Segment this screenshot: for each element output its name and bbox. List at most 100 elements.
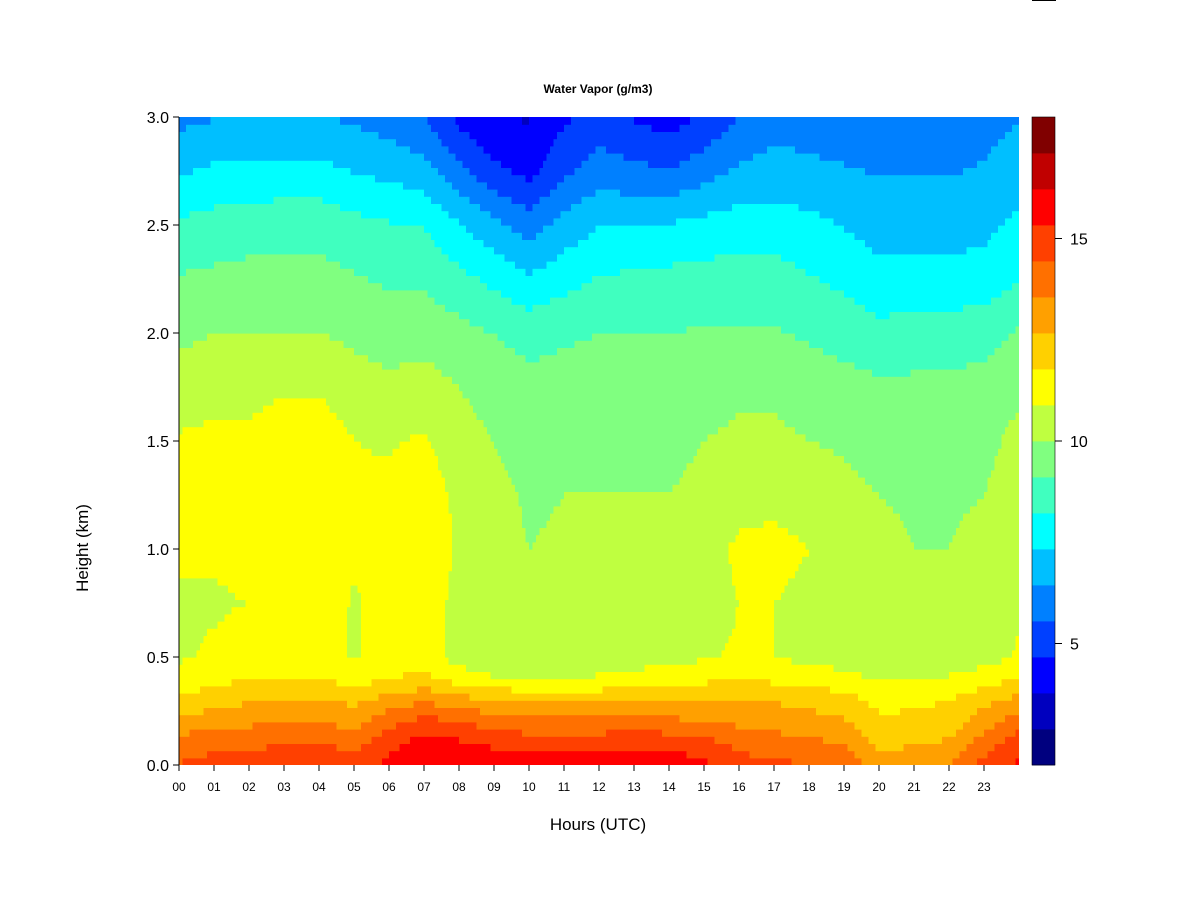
- heatmap-cell: [837, 743, 842, 765]
- heatmap-cell: [662, 196, 667, 226]
- heatmap-cell: [620, 333, 625, 492]
- heatmap-cell: [543, 736, 548, 752]
- heatmap-cell: [455, 664, 460, 687]
- heatmap-cell: [259, 333, 264, 413]
- heatmap-cell: [616, 671, 621, 687]
- heatmap-cell: [487, 729, 492, 744]
- heatmap-cell: [497, 455, 502, 680]
- heatmap-cell: [665, 225, 670, 269]
- heatmap-cell: [634, 700, 639, 716]
- heatmap-cell: [487, 246, 492, 291]
- heatmap-cell: [1005, 289, 1010, 341]
- heatmap-cell: [298, 721, 303, 744]
- heatmap-cell: [242, 700, 247, 730]
- heatmap-cell: [858, 477, 863, 672]
- heatmap-cell: [935, 549, 940, 680]
- heatmap-cell: [753, 729, 758, 759]
- heatmap-cell: [371, 282, 376, 363]
- heatmap-cell: [322, 203, 327, 255]
- heatmap-cell: [396, 369, 401, 449]
- heatmap-cell: [945, 700, 950, 737]
- heatmap-cell: [662, 131, 667, 168]
- heatmap-cell: [361, 743, 366, 765]
- heatmap-cell: [690, 325, 695, 464]
- heatmap-cell: [256, 721, 261, 752]
- heatmap-cell: [518, 750, 523, 765]
- heatmap-cell: [564, 491, 569, 680]
- heatmap-cell: [697, 189, 702, 219]
- heatmap-cell: [525, 311, 530, 363]
- heatmap-cell: [791, 261, 796, 334]
- heatmap-cell: [217, 333, 222, 420]
- heatmap-cell: [431, 736, 436, 765]
- heatmap-cell: [924, 117, 929, 176]
- heatmap-cell: [473, 239, 478, 276]
- heatmap-cell: [417, 189, 422, 226]
- heatmap-cell: [588, 678, 593, 694]
- heatmap-cell: [235, 419, 240, 600]
- heatmap-cell: [378, 282, 383, 363]
- heatmap-cell: [819, 160, 824, 219]
- heatmap-cell: [931, 311, 936, 370]
- heatmap-cell: [536, 361, 541, 536]
- heatmap-cell: [732, 721, 737, 752]
- heatmap-cell: [452, 311, 457, 384]
- heatmap-cell: [182, 426, 187, 579]
- heatmap-cell: [210, 160, 215, 212]
- heatmap-cell: [249, 678, 254, 701]
- heatmap-cell: [385, 678, 390, 694]
- heatmap-cell: [385, 729, 390, 759]
- heatmap-cell: [466, 707, 471, 723]
- heatmap-cell: [977, 361, 982, 500]
- heatmap-cell: [1001, 657, 1006, 680]
- heatmap-cell: [858, 304, 863, 370]
- heatmap-cell: [760, 203, 765, 255]
- heatmap-cell: [459, 160, 464, 197]
- heatmap-cell: [1008, 700, 1013, 716]
- heatmap-cell: [396, 145, 401, 183]
- heatmap-cell: [732, 253, 737, 327]
- heatmap-cell: [567, 491, 572, 680]
- heatmap-cell: [669, 700, 674, 716]
- heatmap-cell: [452, 261, 457, 312]
- heatmap-cell: [630, 225, 635, 269]
- heatmap-cell: [714, 325, 719, 435]
- heatmap-cell: [515, 714, 520, 730]
- heatmap-cell: [357, 275, 362, 356]
- heatmap-cell: [277, 160, 282, 197]
- heatmap-cell: [812, 275, 817, 348]
- heatmap-cell: [595, 671, 600, 694]
- heatmap-cell: [760, 757, 765, 765]
- heatmap-cell: [543, 225, 548, 269]
- heatmap-cell: [623, 333, 628, 492]
- heatmap-cell: [305, 333, 310, 399]
- heatmap-cell: [935, 311, 940, 370]
- heatmap-cell: [963, 167, 968, 255]
- heatmap-cell: [389, 678, 394, 694]
- heatmap-cell: [718, 174, 723, 212]
- heatmap-cell: [658, 714, 663, 730]
- heatmap-cell: [613, 750, 618, 765]
- heatmap-cell: [200, 340, 205, 428]
- heatmap-cell: [560, 700, 565, 716]
- heatmap-cell: [417, 714, 422, 737]
- heatmap-cell: [963, 304, 968, 370]
- heatmap-cell: [882, 714, 887, 752]
- heatmap-cell: [438, 707, 443, 723]
- heatmap-cell: [875, 253, 880, 320]
- heatmap-cell: [1015, 412, 1019, 636]
- heatmap-cell: [889, 678, 894, 716]
- heatmap-cell: [669, 750, 674, 765]
- heatmap-cell: [784, 685, 789, 708]
- heatmap-cell: [1012, 678, 1017, 694]
- heatmap-cell: [823, 117, 828, 161]
- heatmap-cell: [354, 354, 359, 442]
- heatmap-cell: [368, 700, 373, 723]
- heatmap-cell: [189, 210, 194, 269]
- heatmap-cell: [588, 700, 593, 716]
- heatmap-cell: [858, 369, 863, 478]
- heatmap-cell: [994, 455, 999, 665]
- heatmap-cell: [1005, 678, 1010, 701]
- heatmap-cell: [214, 261, 219, 334]
- heatmap-cell: [924, 707, 929, 744]
